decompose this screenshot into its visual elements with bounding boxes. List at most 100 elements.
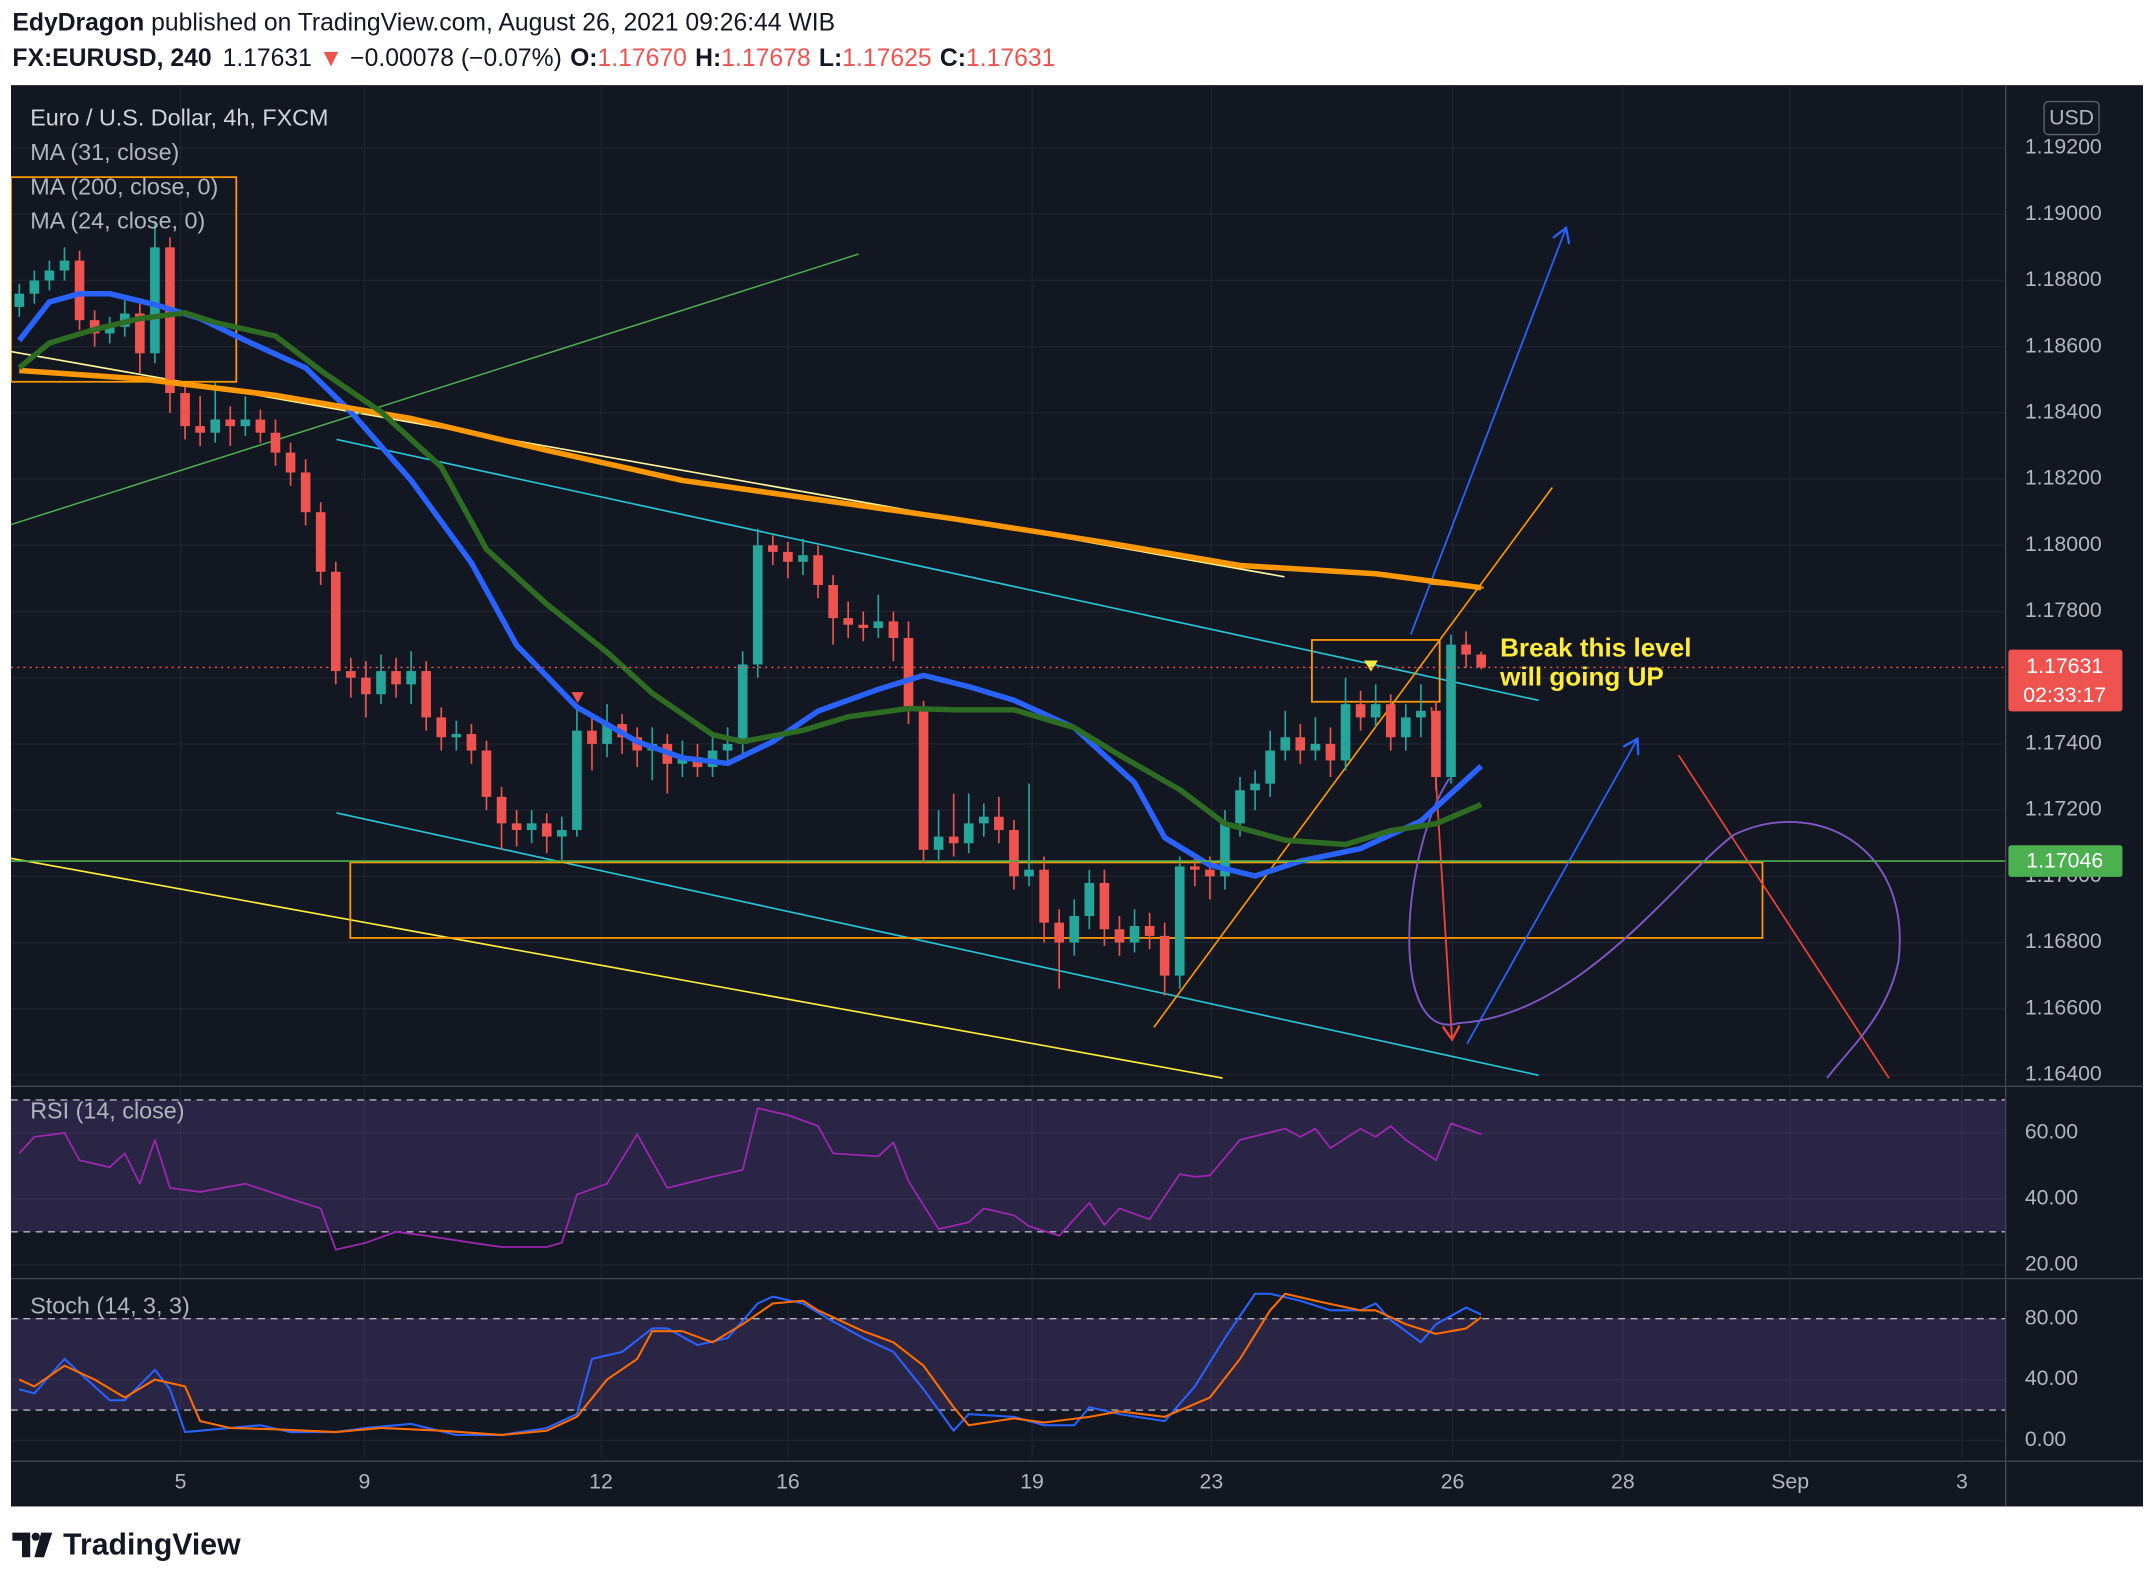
candle-body [1099, 882, 1110, 930]
candle-body [1114, 929, 1125, 943]
channel-line [336, 812, 1539, 1077]
y-tick-label: 1.17200 [2025, 797, 2102, 821]
annotation: will going UP [1499, 661, 1664, 691]
candle-body [104, 326, 115, 334]
marker [1364, 660, 1378, 672]
candle-body [451, 733, 462, 738]
candle-body [361, 677, 371, 695]
box [10, 176, 238, 383]
pane-plot [18, 1107, 1482, 1251]
candle-body [1190, 866, 1200, 870]
candle-body [722, 743, 733, 751]
candle-body [1476, 654, 1486, 668]
candle-body [813, 555, 823, 586]
chart-background [10, 85, 2144, 1507]
y-tick-label: 1.16600 [2025, 995, 2102, 1019]
ohlc-value: 1.17670 [598, 45, 687, 72]
candle-body [1280, 737, 1291, 751]
candle-body [933, 836, 944, 850]
candle-body [1295, 737, 1306, 751]
arrow [1409, 228, 1566, 635]
candle-body [391, 671, 401, 685]
trend-line [1153, 487, 1553, 1028]
x-tick-label: 5 [175, 1470, 187, 1494]
logo [34, 1532, 53, 1558]
candle-body [783, 551, 793, 562]
y-tick-label: 1.18800 [2025, 267, 2102, 291]
level-label: 1.17046 [2026, 848, 2103, 872]
candle-body [59, 260, 70, 271]
candle-body [74, 260, 85, 321]
y-tick-label: 1.19200 [2025, 135, 2102, 159]
trend-line [10, 253, 859, 526]
candle-body [421, 671, 432, 718]
annotation: Break this level [1500, 632, 1691, 662]
change-arrow: ▼ [319, 45, 343, 72]
y-tick-label: 1.18000 [2025, 532, 2102, 556]
pane-plot [10, 220, 2006, 996]
candle-body [1174, 866, 1185, 976]
band [10, 1318, 2006, 1411]
candle-body [602, 724, 612, 744]
candle-body [210, 419, 221, 433]
price-label-box [2008, 649, 2123, 712]
ohlc-label: C: [940, 45, 966, 72]
candle-body [270, 432, 281, 453]
candle-body [1461, 644, 1471, 655]
candle-body [903, 637, 914, 711]
x-tick-label: 9 [358, 1470, 370, 1494]
y-tick-label: 40.00 [2025, 1185, 2078, 1209]
pane-plot [18, 1292, 1482, 1436]
candle-body [511, 823, 522, 830]
band [10, 1099, 2006, 1232]
publish-line: EdyDragon published on TradingView.com, … [12, 9, 835, 36]
candle-body [165, 247, 175, 394]
x-tick-label: 19 [1020, 1470, 1044, 1494]
legend-entry: MA (200, close, 0) [30, 173, 218, 199]
candle-body [1385, 704, 1396, 738]
indicator-line [18, 1292, 1482, 1436]
indicator-line [19, 367, 1482, 591]
candle-body [768, 545, 778, 552]
countdown: 02:33:17 [2023, 683, 2106, 707]
candle-body [14, 293, 25, 307]
candle-body [1370, 704, 1381, 718]
candle-body [376, 671, 386, 695]
candle-body [1024, 869, 1034, 877]
symbol: FX:EURUSD, 240 [12, 45, 211, 72]
candle-body [752, 545, 763, 665]
candle-body [195, 426, 205, 433]
candle-body [541, 823, 552, 837]
candle-body [225, 419, 236, 427]
candle-body [888, 621, 899, 638]
candle-body [1310, 743, 1321, 751]
candle-body [1144, 925, 1155, 936]
candle-body [180, 393, 190, 427]
change: −0.00078 (−0.07%) [350, 45, 562, 72]
y-tick-label: 0.00 [2025, 1427, 2066, 1451]
x-tick-label: 3 [1956, 1470, 1968, 1494]
pane [18, 1107, 1482, 1251]
candle-body [330, 571, 341, 672]
candle-body [798, 555, 808, 562]
candle-body [285, 452, 296, 473]
candle-body [572, 730, 582, 830]
candle-body [346, 671, 356, 678]
price-label: 1.17631 [2026, 654, 2103, 678]
candle-body [1159, 935, 1170, 976]
ohlc-label: O: [570, 45, 597, 72]
published: published on TradingView.com, August 26,… [144, 9, 835, 36]
candle-body [963, 823, 974, 844]
brand-name: TradingView [63, 1528, 241, 1561]
level-label-box [2008, 845, 2123, 877]
last-price: 1.17631 [223, 45, 312, 72]
candle-body [29, 280, 40, 294]
currency: USD [2049, 105, 2094, 129]
candle-body [135, 313, 145, 354]
ohlc-label: H: [695, 45, 721, 72]
candle-body [150, 247, 160, 354]
currency-box[interactable] [2043, 100, 2100, 136]
candle-body [315, 512, 326, 572]
